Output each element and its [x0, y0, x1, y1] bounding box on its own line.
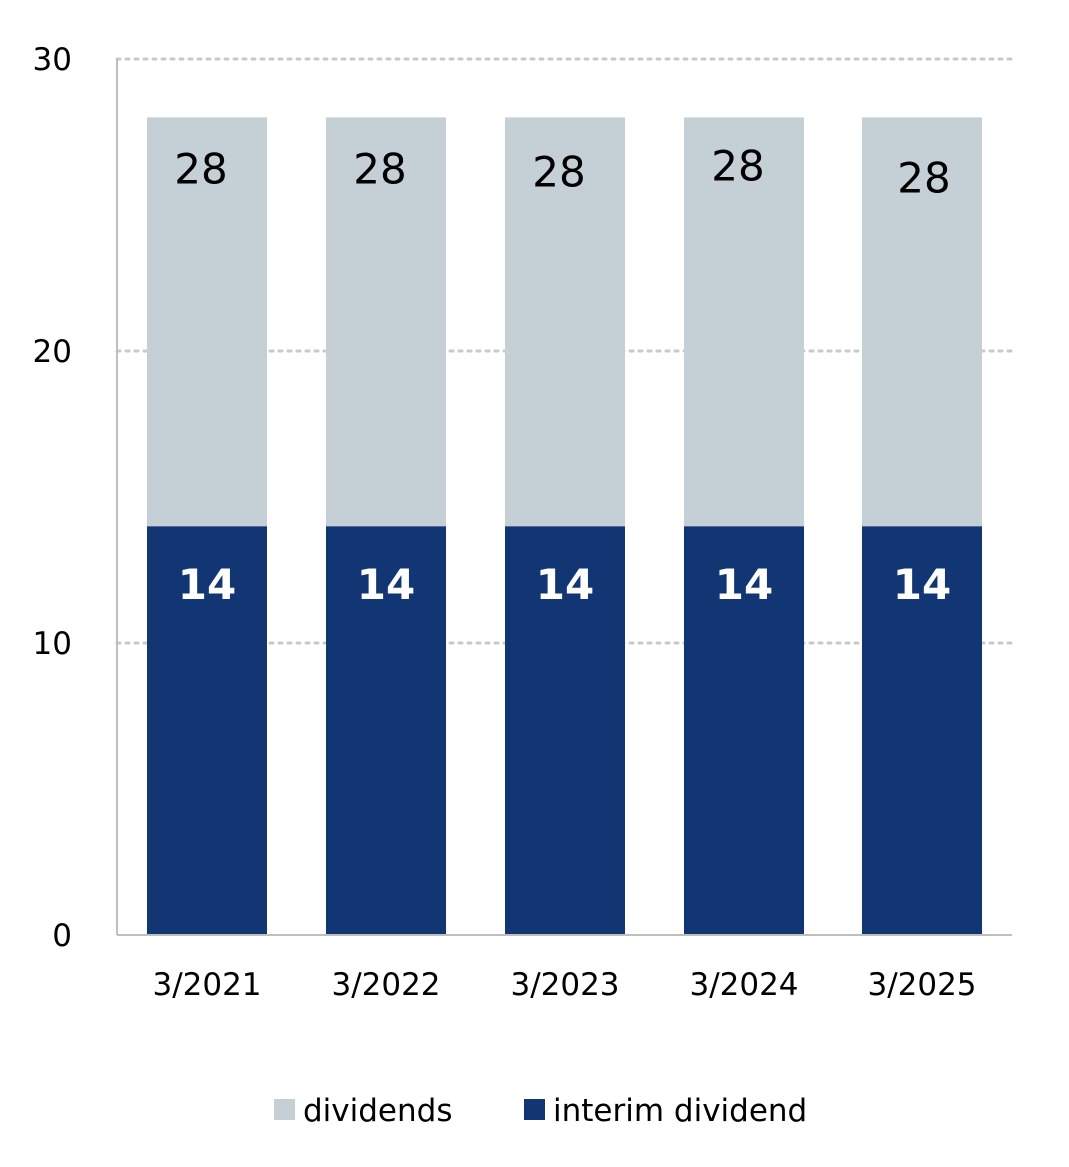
legend: dividends interim dividend — [274, 1093, 807, 1129]
axes: 0 10 20 30 3/2021 3/2022 3/2023 3/2024 3/2025 — [33, 42, 1012, 1003]
bar-interim-dividend-4 — [862, 526, 982, 935]
data-label-interim-dividend-1: 14 — [357, 560, 415, 609]
bar-dividends-1 — [326, 117, 446, 527]
x-tick-label: 3/2022 — [331, 967, 440, 1003]
data-label-dividends-4: 28 — [897, 153, 950, 202]
bar-interim-dividend-0 — [147, 526, 267, 935]
legend-swatch-dividends — [274, 1099, 295, 1120]
data-label-interim-dividend-0: 14 — [178, 560, 236, 609]
y-tick-label: 20 — [33, 334, 72, 370]
legend-label-dividends: dividends — [303, 1093, 452, 1129]
data-label-interim-dividend-4: 14 — [893, 560, 951, 609]
y-tick-label: 30 — [33, 42, 72, 78]
bar-interim-dividend-3 — [684, 526, 804, 935]
data-label-dividends-3: 28 — [711, 141, 764, 190]
bars — [147, 117, 982, 935]
y-tick-label: 0 — [52, 918, 72, 954]
legend-swatch-interim-dividend — [524, 1099, 545, 1120]
bar-dividends-2 — [505, 117, 625, 527]
data-label-interim-dividend-2: 14 — [536, 560, 594, 609]
bar-interim-dividend-2 — [505, 526, 625, 935]
data-label-dividends-0: 28 — [174, 144, 227, 193]
bar-dividends-3 — [684, 117, 804, 527]
bar-dividends-4 — [862, 117, 982, 527]
data-label-interim-dividend-3: 14 — [715, 560, 773, 609]
bar-dividends-0 — [147, 117, 267, 527]
data-labels: 28 14 28 14 28 14 28 14 28 14 — [174, 141, 951, 609]
y-tick-label: 10 — [33, 626, 72, 662]
x-tick-label: 3/2023 — [510, 967, 619, 1003]
data-label-dividends-2: 28 — [532, 147, 585, 196]
bar-interim-dividend-1 — [326, 526, 446, 935]
data-label-dividends-1: 28 — [353, 144, 406, 193]
legend-label-interim-dividend: interim dividend — [553, 1093, 807, 1129]
x-tick-label: 3/2021 — [152, 967, 261, 1003]
x-tick-label: 3/2025 — [867, 967, 976, 1003]
x-tick-label: 3/2024 — [689, 967, 798, 1003]
